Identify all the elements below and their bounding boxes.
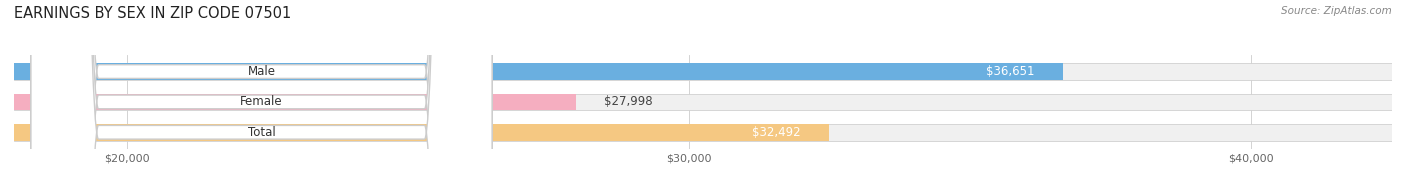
Text: Total: Total xyxy=(247,126,276,139)
Bar xyxy=(14,93,1392,110)
Bar xyxy=(14,124,1392,141)
Bar xyxy=(14,93,576,110)
Text: Source: ZipAtlas.com: Source: ZipAtlas.com xyxy=(1281,6,1392,16)
FancyBboxPatch shape xyxy=(31,0,492,196)
Text: EARNINGS BY SEX IN ZIP CODE 07501: EARNINGS BY SEX IN ZIP CODE 07501 xyxy=(14,6,291,21)
Bar xyxy=(14,124,830,141)
FancyBboxPatch shape xyxy=(31,0,492,196)
Text: $36,651: $36,651 xyxy=(987,65,1035,78)
Text: Female: Female xyxy=(240,95,283,108)
Bar xyxy=(14,63,1392,80)
Text: $32,492: $32,492 xyxy=(752,126,801,139)
Text: $27,998: $27,998 xyxy=(605,95,654,108)
Bar xyxy=(14,63,1063,80)
FancyBboxPatch shape xyxy=(31,0,492,196)
Text: Male: Male xyxy=(247,65,276,78)
